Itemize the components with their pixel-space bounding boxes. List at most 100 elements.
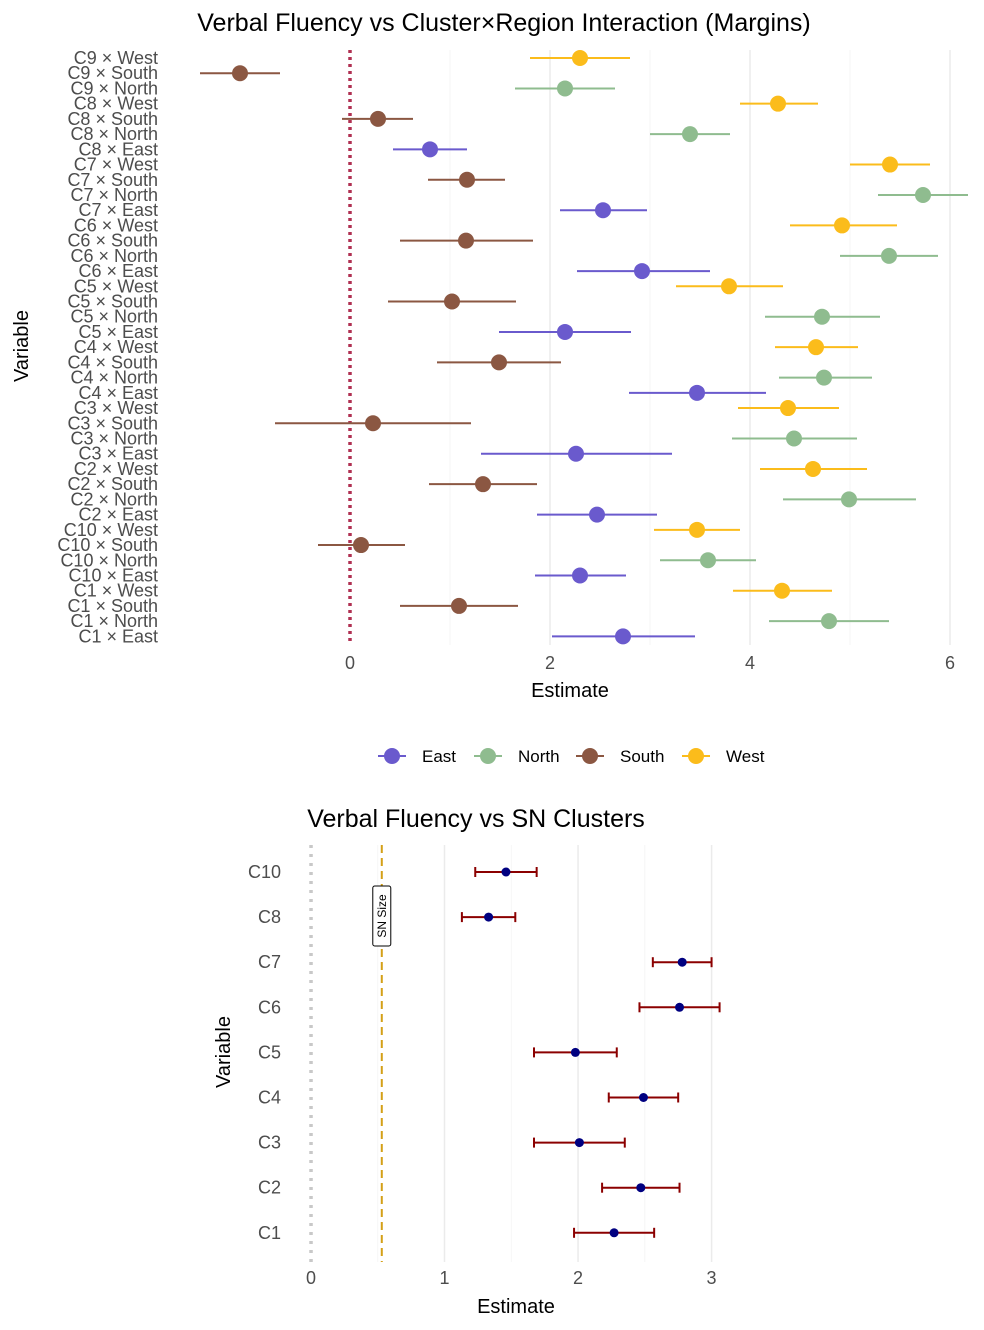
point-c4-north [816,369,832,386]
y-tick-label: C8 [258,907,281,927]
point-c8-north [682,126,698,143]
y-tick-label: C2 × South [67,474,158,494]
point-c1 [609,1228,619,1238]
legend-key-point [688,748,704,764]
sn-size-line: SN Size [372,845,392,1262]
point-c7 [677,957,687,967]
chart-title: Verbal Fluency vs Cluster×Region Interac… [197,9,810,37]
y-tick-label: C1 × South [67,596,158,616]
point-c9-south [232,65,248,82]
data-marks [460,867,721,1238]
y-tick-label: C9 × North [70,78,158,98]
point-c10-south [353,537,369,554]
grid-lines [449,50,951,645]
x-tick-label: 1 [440,1268,450,1288]
point-c2-west [805,460,821,477]
y-tick-label: C3 [258,1133,281,1153]
chart-title: Verbal Fluency vs SN Clusters [307,805,645,833]
y-tick-label: C10 × South [57,535,158,555]
legend-item-west: West [682,747,765,766]
point-c7-west [882,156,898,173]
y-tick-label: C5 × West [74,276,158,296]
point-c2-north [841,491,857,508]
y-tick-label: C2 × North [70,489,158,509]
point-c3-south [365,415,381,432]
point-c8-east [422,141,438,158]
y-tick-label: C5 [258,1042,281,1062]
y-tick-label: C7 × East [78,200,158,220]
point-c8 [484,912,494,922]
point-c10 [501,867,511,877]
x-axis-tick-labels: 0 1 2 3 [306,1268,717,1288]
y-tick-label: C8 × North [70,124,158,144]
y-tick-label: C6 × West [74,215,158,235]
point-c3-east [568,445,584,462]
x-tick-label: 2 [573,1268,583,1288]
y-axis-label: Variable [213,1016,235,1088]
y-tick-label: C6 × East [78,261,158,281]
legend-key-point [480,748,496,764]
point-c1-east [615,628,631,645]
y-tick-label: C2 × West [74,459,158,479]
x-tick-label: 2 [545,653,555,673]
y-tick-label: C7 × North [70,185,158,205]
x-tick-label: 0 [345,653,355,673]
y-tick-label: C4 × South [67,352,158,372]
legend-item-east: East [378,747,456,766]
y-tick-label: C4 × West [74,337,158,357]
point-c7-north [915,186,931,203]
y-tick-label: C5 × North [70,307,158,327]
data-marks [200,50,968,645]
y-tick-label: C4 × East [78,383,158,403]
x-tick-label: 3 [707,1268,717,1288]
point-c10-east [572,567,588,584]
y-axis-label: Variable [11,310,33,382]
y-tick-label: C3 × East [78,444,158,464]
sn-clusters-chart: Verbal Fluency vs SN Clusters SN Size C1… [213,805,721,1318]
point-c5-north [814,308,830,325]
y-tick-label: C8 × East [78,139,158,159]
point-c5-west [721,278,737,295]
point-c3-north [786,430,802,447]
y-tick-label: C2 [258,1178,281,1198]
point-c8-west [770,95,786,112]
y-tick-label: C10 × West [64,520,158,540]
point-c10-north [700,552,716,569]
point-c9-west [572,50,588,66]
point-c5-south [444,293,460,310]
y-tick-label: C2 × East [78,505,158,525]
y-tick-label: C1 [258,1223,281,1243]
point-c3-west [780,400,796,417]
y-tick-label: C7 × West [74,155,158,175]
point-c7-south [459,171,475,188]
point-c2 [636,1183,646,1193]
point-c6 [675,1002,685,1012]
x-axis-label: Estimate [477,1296,555,1318]
point-c4-east [689,384,705,401]
y-tick-label: C9 × South [67,63,158,83]
point-c2-south [475,476,491,493]
x-tick-label: 4 [745,653,755,673]
y-tick-label: C1 × East [78,626,158,646]
y-tick-label: C6 × South [67,231,158,251]
point-c9-north [557,80,573,97]
y-tick-label: C7 × South [67,170,158,190]
y-tick-label: C3 × West [74,398,158,418]
y-tick-label: C7 [258,952,281,972]
y-tick-label: C6 [258,997,281,1017]
legend: East North South West [378,747,765,766]
point-c10-west [689,521,705,538]
point-c6-north [881,247,897,264]
y-tick-label: C1 × West [74,581,158,601]
point-c7-east [595,202,611,219]
legend-key-point [582,748,598,764]
interaction-margins-chart: Verbal Fluency vs Cluster×Region Interac… [11,9,968,766]
point-c5-east [557,323,573,340]
y-tick-label: C8 × West [74,94,158,114]
sn-size-label-background [372,885,392,947]
y-tick-label: C10 [248,862,281,882]
legend-label: West [726,747,765,766]
y-axis-tick-labels: C10 C8 C7 C6 C5 C4 C3 C2 C1 [248,862,281,1243]
point-c4-west [808,339,824,356]
